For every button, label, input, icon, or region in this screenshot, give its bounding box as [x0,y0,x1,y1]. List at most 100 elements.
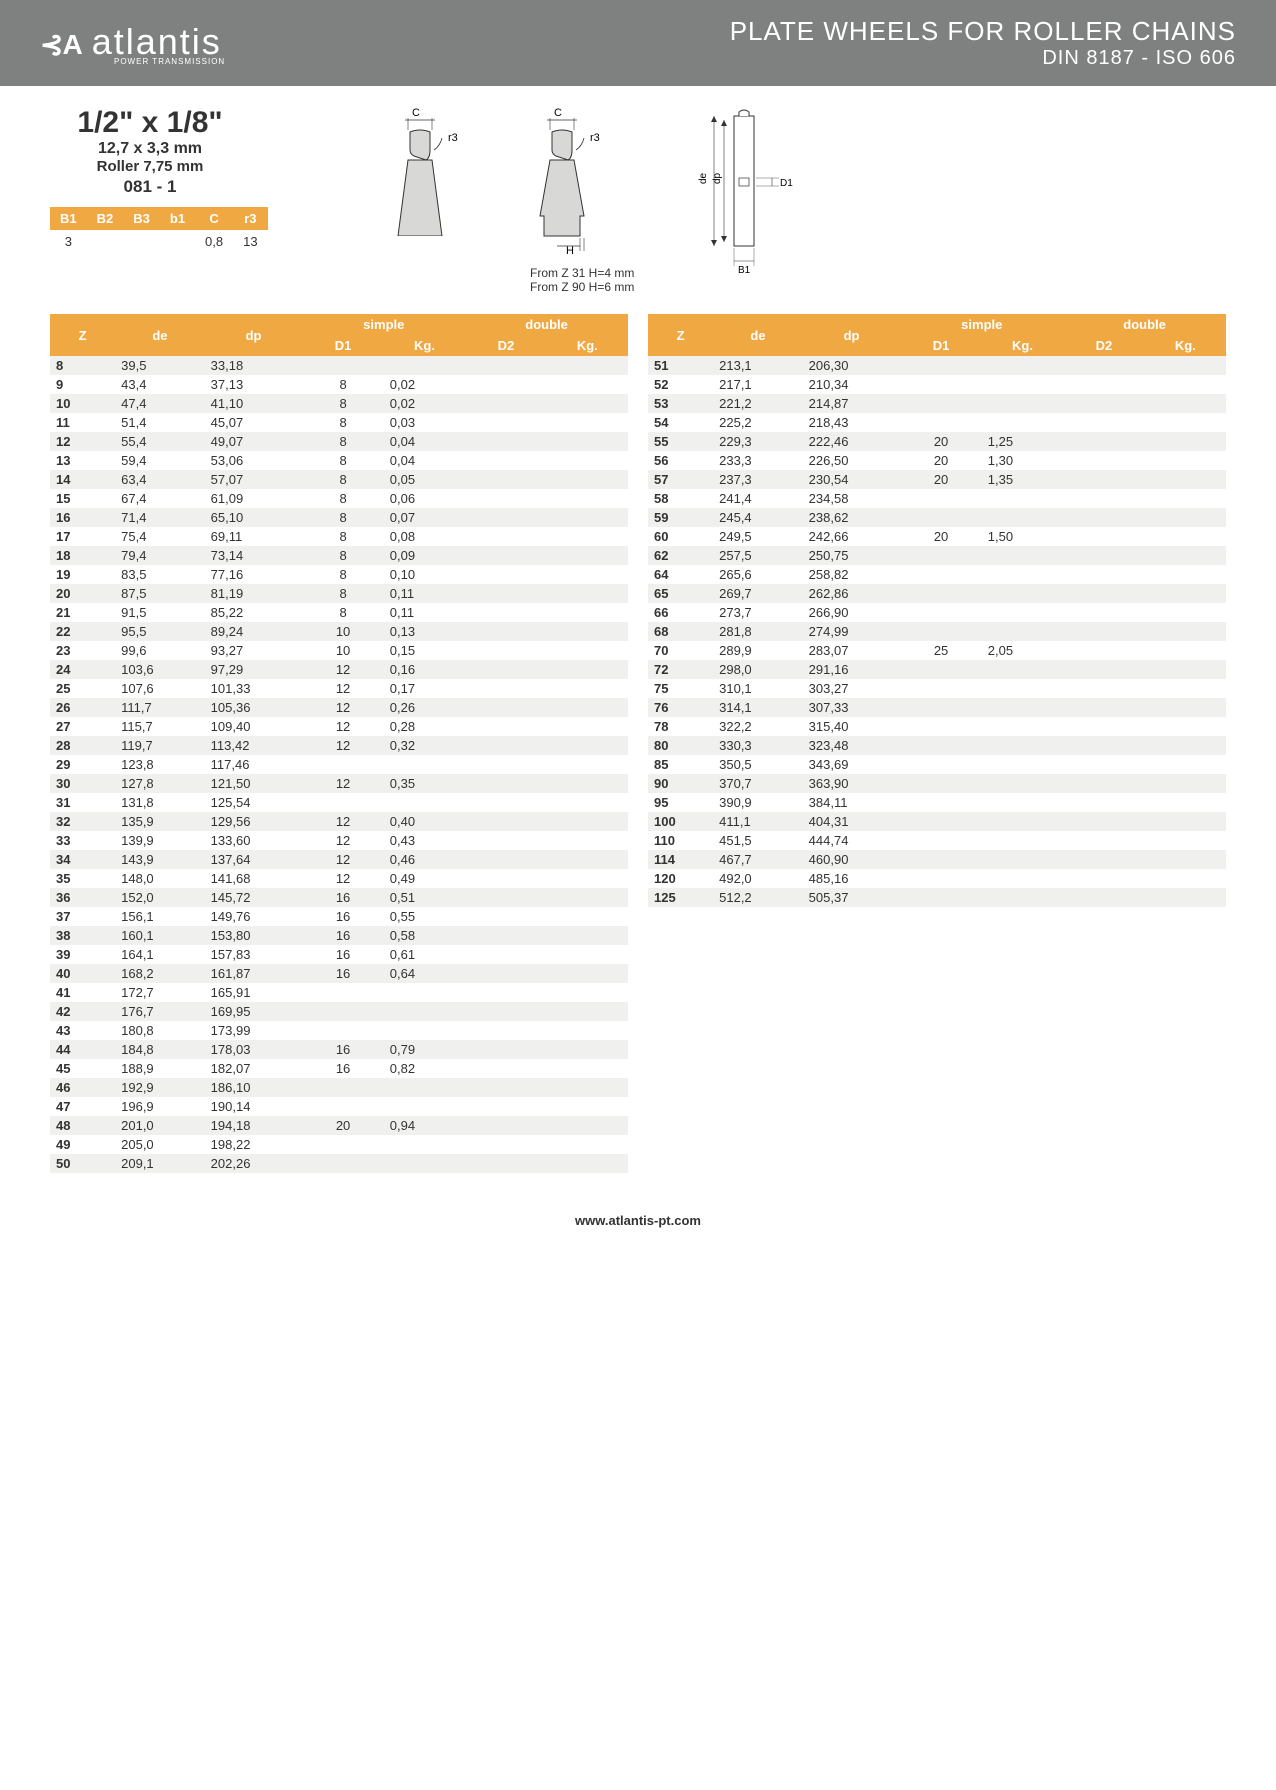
cell-kg2 [1145,660,1226,679]
th-simple-r: simple [900,314,1063,335]
cell-kg [982,679,1063,698]
cell-d2 [465,698,546,717]
table-row: 68281,8274,99 [648,622,1226,641]
table-row: 24103,697,29120,16 [50,660,628,679]
cell-dp: 65,10 [205,508,303,527]
cell-de: 411,1 [713,812,803,831]
table-row: 47196,9190,14 [50,1097,628,1116]
cell-kg2 [1145,698,1226,717]
cell-de: 123,8 [115,755,205,774]
cell-z: 14 [50,470,115,489]
cell-de: 47,4 [115,394,205,413]
cell-z: 114 [648,850,713,869]
th-double-r: double [1063,314,1226,335]
cell-kg [384,983,465,1002]
page-subtitle: DIN 8187 - ISO 606 [730,47,1236,70]
cell-d2 [1063,717,1144,736]
th-double: double [465,314,628,335]
cell-dp: 161,87 [205,964,303,983]
diagram-note-1: From Z 31 H=4 mm [530,266,634,280]
cell-kg2 [1145,546,1226,565]
cell-z: 32 [50,812,115,831]
table-row: 59245,4238,62 [648,508,1226,527]
param-header-b1: b1 [160,207,195,230]
cell-kg [982,736,1063,755]
cell-de: 217,1 [713,375,803,394]
cell-de: 95,5 [115,622,205,641]
cell-dp: 190,14 [205,1097,303,1116]
cell-d1: 8 [302,413,383,432]
cell-kg2 [1145,356,1226,375]
cell-kg2 [547,679,628,698]
cell-z: 65 [648,584,713,603]
spec-box: 1/2" x 1/8" 12,7 x 3,3 mm Roller 7,75 mm… [50,106,250,197]
cell-de: 71,4 [115,508,205,527]
cell-z: 85 [648,755,713,774]
table-row: 60249,5242,66201,50 [648,527,1226,546]
cell-kg2 [547,736,628,755]
cell-d1: 8 [302,451,383,470]
cell-z: 80 [648,736,713,755]
table-row: 32135,9129,56120,40 [50,812,628,831]
cell-d1 [302,1135,383,1154]
cell-z: 11 [50,413,115,432]
table-row: 51213,1206,30 [648,356,1226,375]
cell-kg [982,717,1063,736]
cell-kg2 [547,356,628,375]
cell-z: 28 [50,736,115,755]
cell-d1 [900,603,981,622]
cell-kg [982,660,1063,679]
cell-z: 37 [50,907,115,926]
cell-d2 [1063,850,1144,869]
table-row: 65269,7262,86 [648,584,1226,603]
table-row: 26111,7105,36120,26 [50,698,628,717]
cell-dp: 145,72 [205,888,303,907]
cell-d1: 8 [302,470,383,489]
cell-z: 60 [648,527,713,546]
cell-z: 33 [50,831,115,850]
cell-kg2 [547,888,628,907]
cell-d1 [900,736,981,755]
cell-de: 492,0 [713,869,803,888]
cell-de: 390,9 [713,793,803,812]
cell-kg: 0,10 [384,565,465,584]
cell-z: 41 [50,983,115,1002]
table-row: 45188,9182,07160,82 [50,1059,628,1078]
data-table-left: Z de dp simple double D1 Kg. D2 Kg. [50,314,628,1173]
cell-z: 8 [50,356,115,375]
cell-kg: 0,26 [384,698,465,717]
table-row: 1983,577,1680,10 [50,565,628,584]
cell-d2 [465,413,546,432]
cell-de: 221,2 [713,394,803,413]
cell-d2 [465,926,546,945]
cell-dp: 238,62 [803,508,901,527]
cell-kg2 [1145,793,1226,812]
cell-de: 180,8 [115,1021,205,1040]
cell-d1: 8 [302,603,383,622]
cell-kg2 [547,584,628,603]
cell-kg [982,698,1063,717]
table-row: 70289,9283,07252,05 [648,641,1226,660]
cell-dp: 315,40 [803,717,901,736]
cell-kg2 [1145,413,1226,432]
table-row: 1775,469,1180,08 [50,527,628,546]
cell-dp: 323,48 [803,736,901,755]
cell-kg [982,831,1063,850]
cell-de: 196,9 [115,1097,205,1116]
table-row: 100411,1404,31 [648,812,1226,831]
cell-dp: 49,07 [205,432,303,451]
cell-kg [982,622,1063,641]
cell-d1: 8 [302,375,383,394]
cell-dp: 57,07 [205,470,303,489]
diagram-tooth-profile-1: C r3 [390,106,480,294]
table-row: 839,533,18 [50,356,628,375]
cell-de: 172,7 [115,983,205,1002]
cell-kg: 0,11 [384,584,465,603]
param-value-b1: 3 [50,230,87,253]
cell-d2 [1063,679,1144,698]
cell-kg [982,603,1063,622]
cell-kg2 [547,755,628,774]
cell-z: 40 [50,964,115,983]
cell-kg: 0,02 [384,375,465,394]
cell-d2 [465,641,546,660]
